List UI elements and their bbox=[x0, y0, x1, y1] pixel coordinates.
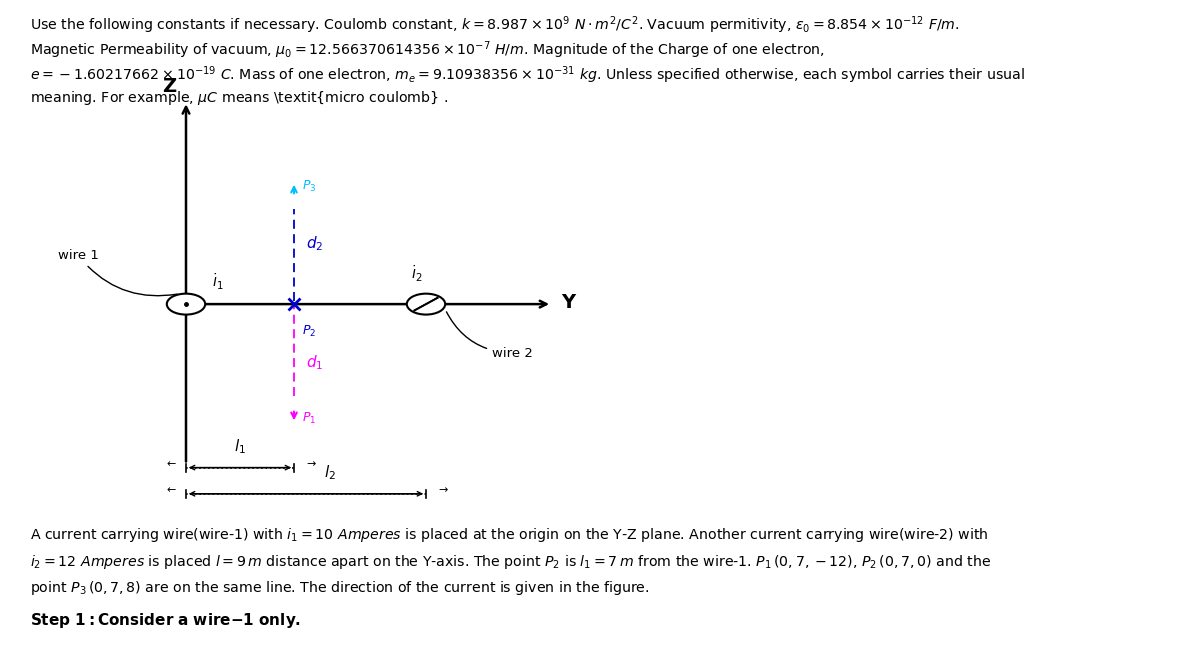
Text: wire 1: wire 1 bbox=[58, 249, 178, 296]
Text: $d_2$: $d_2$ bbox=[306, 234, 323, 253]
Circle shape bbox=[167, 294, 205, 315]
Text: $P_3$: $P_3$ bbox=[302, 179, 317, 194]
Text: $d_1$: $d_1$ bbox=[306, 354, 323, 372]
Text: $\dot{\imath}_1$: $\dot{\imath}_1$ bbox=[212, 272, 224, 292]
Text: meaning. For example, $\mu C$ means \textit{micro coulomb} .: meaning. For example, $\mu C$ means \tex… bbox=[30, 89, 448, 107]
Circle shape bbox=[407, 294, 445, 315]
Text: $\rightarrow$: $\rightarrow$ bbox=[436, 485, 449, 494]
Text: Magnetic Permeability of vacuum, $\mu_0 = 12.566370614356 \times 10^{-7}\ H/m$. : Magnetic Permeability of vacuum, $\mu_0 … bbox=[30, 39, 824, 61]
Text: $\bf{Step\ 1: Consider\ a\ wire\mathbf{-}1\ only.}$: $\bf{Step\ 1: Consider\ a\ wire\mathbf{-… bbox=[30, 611, 301, 630]
Text: Use the following constants if necessary. Coulomb constant, $k = 8.987 \times 10: Use the following constants if necessary… bbox=[30, 14, 960, 36]
Text: wire 2: wire 2 bbox=[446, 312, 533, 360]
Text: $\leftarrow$: $\leftarrow$ bbox=[163, 458, 176, 468]
Text: Y: Y bbox=[562, 293, 576, 313]
Text: $\dot{\imath}_2$: $\dot{\imath}_2$ bbox=[410, 264, 422, 284]
Text: $P_2$: $P_2$ bbox=[302, 324, 317, 339]
Text: A current carrying wire(wire-1) with $i_1 = 10\ \mathit{Amperes}$ is placed at t: A current carrying wire(wire-1) with $i_… bbox=[30, 526, 989, 545]
Text: $\mathit{l}_1$: $\mathit{l}_1$ bbox=[234, 437, 246, 456]
Text: $\mathit{l}_2$: $\mathit{l}_2$ bbox=[324, 463, 336, 482]
Text: point $P_3\,(0,7,8)$ are on the same line. The direction of the current is given: point $P_3\,(0,7,8)$ are on the same lin… bbox=[30, 579, 649, 597]
Text: $i_2 = 12\ \mathit{Amperes}$ is placed $l = 9\,m$ distance apart on the Y-axis. : $i_2 = 12\ \mathit{Amperes}$ is placed $… bbox=[30, 553, 991, 571]
Text: $\rightarrow$: $\rightarrow$ bbox=[304, 458, 317, 468]
Text: $P_1$: $P_1$ bbox=[302, 411, 317, 426]
Text: $e = -1.60217662 \times 10^{-19}\ C$. Mass of one electron, $m_e = 9.10938356 \t: $e = -1.60217662 \times 10^{-19}\ C$. Ma… bbox=[30, 64, 1025, 86]
Text: Z: Z bbox=[162, 77, 176, 96]
Text: $\leftarrow$: $\leftarrow$ bbox=[163, 485, 176, 494]
